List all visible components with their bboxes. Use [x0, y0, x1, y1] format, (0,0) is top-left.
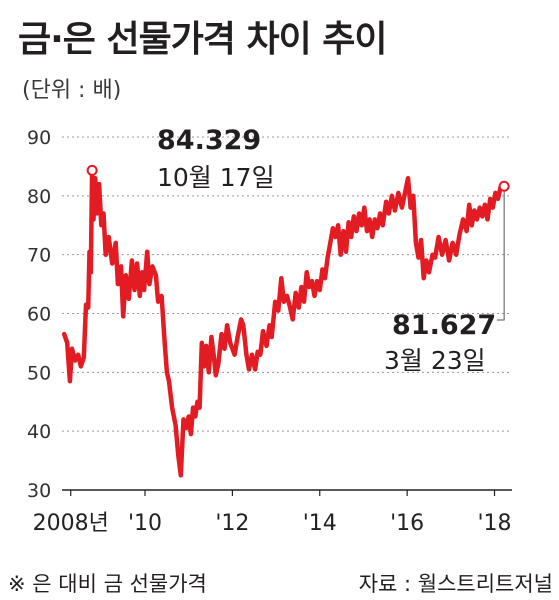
- y-tick-label-90: 90: [27, 127, 51, 149]
- y-tick-label-50: 50: [27, 362, 51, 384]
- y-axis-ticks: 30 40 50 60 70 80 90: [27, 127, 51, 502]
- peak-marker: [86, 164, 98, 176]
- x-tick-label-1: '10: [128, 511, 162, 536]
- latest-leader-line: [497, 191, 505, 321]
- series-line-0: [61, 168, 507, 478]
- x-tick-label-2: '12: [215, 511, 249, 536]
- x-tick-label-3: '14: [303, 511, 337, 536]
- y-tick-label-80: 80: [27, 186, 51, 208]
- series-group: [61, 168, 507, 478]
- peak-date-label: 10월 17일: [157, 163, 275, 192]
- source-note: 자료 : 월스트리트저널: [358, 572, 553, 596]
- footnote: ※ 은 대비 금 선물가격: [8, 572, 207, 596]
- annotation-group: 84.329 10월 17일 81.627 3월 23일: [86, 125, 510, 375]
- y-tick-label-70: 70: [27, 245, 51, 267]
- x-tick-label-4: '16: [390, 511, 424, 536]
- y-tick-label-40: 40: [27, 421, 51, 443]
- y-tick-label-60: 60: [27, 304, 51, 326]
- peak-value-label: 84.329: [157, 125, 261, 156]
- chart-title: 금·은 선물가격 차이 추이: [18, 19, 387, 60]
- unit-note: (단위 : 배): [22, 78, 122, 103]
- x-tick-label-0: 2008년: [33, 511, 109, 536]
- x-axis-ticks: 2008년 '10 '12 '14 '16 '18: [33, 490, 512, 536]
- latest-date-label: 3월 23일: [384, 346, 486, 375]
- y-tick-label-30: 30: [27, 480, 51, 502]
- latest-marker: [498, 180, 510, 192]
- x-tick-label-5: '18: [478, 511, 512, 536]
- latest-value-label: 81.627: [392, 310, 496, 341]
